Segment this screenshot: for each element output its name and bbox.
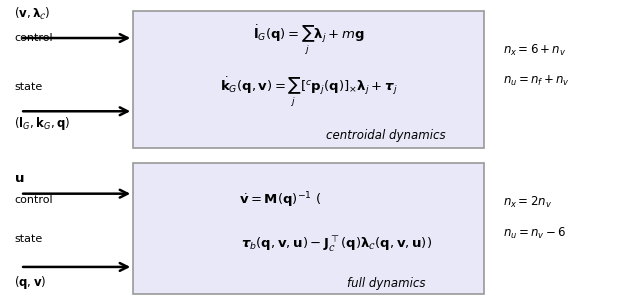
Text: control: control xyxy=(14,33,52,43)
Text: state: state xyxy=(14,234,42,245)
Text: $\dot{\mathbf{l}}_G(\mathbf{q}) = \sum_j \boldsymbol{\lambda}_j + m\mathbf{g}$: $\dot{\mathbf{l}}_G(\mathbf{q}) = \sum_j… xyxy=(253,24,365,57)
Text: state: state xyxy=(14,82,42,92)
FancyBboxPatch shape xyxy=(133,10,484,148)
Text: $n_u = n_f + n_v$: $n_u = n_f + n_v$ xyxy=(503,74,570,88)
Text: $(\mathbf{q}, \mathbf{v})$: $(\mathbf{q}, \mathbf{v})$ xyxy=(14,274,46,291)
Text: $(\mathbf{l}_G, \mathbf{k}_G, \mathbf{q})$: $(\mathbf{l}_G, \mathbf{k}_G, \mathbf{q}… xyxy=(14,115,70,132)
Text: $n_x = 2n_v$: $n_x = 2n_v$ xyxy=(503,195,552,210)
Text: $\dot{\mathbf{v}} = \mathbf{M}(\mathbf{q})^{-1}$ (: $\dot{\mathbf{v}} = \mathbf{M}(\mathbf{q… xyxy=(239,190,322,210)
Text: $\boldsymbol{\tau}_b(\mathbf{q}, \mathbf{v}, \mathbf{u}) - \mathbf{J}_{\mathcal{: $\boldsymbol{\tau}_b(\mathbf{q}, \mathbf… xyxy=(241,235,432,254)
Text: $\dot{\mathbf{k}}_G(\mathbf{q}, \mathbf{v}) = \sum_j [{}^c\mathbf{p}_j(\mathbf{q: $\dot{\mathbf{k}}_G(\mathbf{q}, \mathbf{… xyxy=(220,76,398,109)
FancyBboxPatch shape xyxy=(133,163,484,294)
Text: control: control xyxy=(14,195,52,205)
Text: full dynamics: full dynamics xyxy=(346,277,425,290)
Text: $(\mathbf{v}, \boldsymbol{\lambda}_{\mathcal{C}})$: $(\mathbf{v}, \boldsymbol{\lambda}_{\mat… xyxy=(14,6,50,22)
Text: $\mathbf{u}$: $\mathbf{u}$ xyxy=(14,172,25,185)
Text: $n_u = n_v - 6$: $n_u = n_v - 6$ xyxy=(503,226,566,241)
Text: centroidal dynamics: centroidal dynamics xyxy=(326,129,446,142)
Text: $n_x = 6 + n_v$: $n_x = 6 + n_v$ xyxy=(503,43,566,58)
